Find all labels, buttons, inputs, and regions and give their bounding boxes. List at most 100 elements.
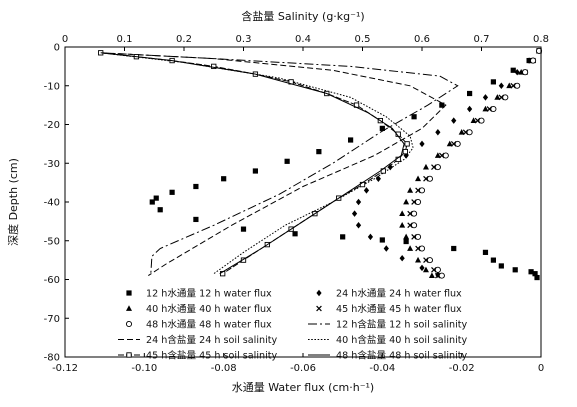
top-tick-label-2: 0.2 xyxy=(176,34,192,45)
series-8-line xyxy=(100,52,408,275)
series-4-point-5 xyxy=(490,105,497,113)
y-tick-label-5: -50 xyxy=(44,236,60,247)
series-0-point-13 xyxy=(193,183,199,190)
series-4-point-14 xyxy=(411,210,418,217)
y-tick-label-0: 0 xyxy=(54,43,60,54)
series-2-point-4 xyxy=(494,94,501,100)
legend-item-8: 45 h含盐量 45 h soil salinity xyxy=(118,349,278,361)
series-0-point-21 xyxy=(340,234,346,240)
series-0-point-12 xyxy=(221,176,227,182)
y-tick-label-7: -70 xyxy=(44,314,60,325)
legend-label-9: 48 h含盐量 48 h soil salinity xyxy=(336,349,468,361)
series-2-point-12 xyxy=(407,187,414,193)
series-5 xyxy=(100,52,459,276)
bottom-tick-label-6: 0 xyxy=(538,363,544,374)
series-0-point-26 xyxy=(490,257,496,263)
series-4-point-6 xyxy=(478,117,485,124)
series-4-point-16 xyxy=(414,233,422,240)
series-1-point-4 xyxy=(482,94,489,101)
series-0-point-2 xyxy=(510,67,516,73)
series-6-line xyxy=(100,52,447,277)
series-0-point-19 xyxy=(240,226,247,232)
series-1-point-19 xyxy=(419,264,425,272)
series-2-point-3 xyxy=(506,82,513,89)
series-1-point-15 xyxy=(355,222,362,229)
axis-layer: -0.12 -0.10 -0.08 -0.06 -0.04 -0.02 0 水通量 Water… xyxy=(6,9,549,394)
legend-item-6: 24 h含盐量 24 h soil salinity xyxy=(118,334,278,346)
bottom-tick-label-0: -0.12 xyxy=(52,363,78,374)
series-2-point-14 xyxy=(399,210,406,217)
series-5-line xyxy=(100,52,459,276)
series-0-point-6 xyxy=(411,114,417,120)
legend-label-2: 40 h水通量 40 h water flux xyxy=(146,303,272,315)
series-0-point-29 xyxy=(528,269,534,275)
top-tick-label-1: 0.1 xyxy=(117,34,133,45)
series-0-point-8 xyxy=(348,137,354,143)
series-1-point-8 xyxy=(419,140,425,148)
legend-label-3: 45 h水通量 45 h water flux xyxy=(336,303,462,315)
series-2-point-15 xyxy=(399,222,406,228)
legend-label-1: 24 h水通量 24 h water flux xyxy=(336,287,462,299)
legend-marker-3 xyxy=(316,305,322,312)
series-4-point-9 xyxy=(442,152,449,159)
series-4 xyxy=(411,47,543,279)
y-tick-label-3: -30 xyxy=(44,159,60,170)
series-1-point-14 xyxy=(351,210,358,217)
series-2-point-6 xyxy=(470,117,477,124)
top-tick-label-7: 0.7 xyxy=(474,34,490,45)
bottom-tick-label-2: -0.08 xyxy=(211,363,237,374)
series-0-point-22 xyxy=(379,237,385,243)
series-4-point-11 xyxy=(426,175,433,182)
series-4-point-17 xyxy=(418,245,426,252)
series-6 xyxy=(100,52,447,277)
series-1-point-7 xyxy=(435,129,441,136)
series-8-point-10 xyxy=(404,141,410,147)
series-0-point-31 xyxy=(534,274,540,281)
series-2-point-11 xyxy=(415,175,422,182)
series-2-point-20 xyxy=(428,272,435,279)
series-0-point-14 xyxy=(169,189,175,195)
legend-marker-1 xyxy=(316,289,322,297)
series-8-point-11 xyxy=(402,148,408,155)
series-4-point-4 xyxy=(502,94,509,101)
series-0-point-25 xyxy=(482,249,489,255)
series-4-point-10 xyxy=(434,164,441,171)
series-1-point-11 xyxy=(375,175,381,182)
series-1-point-16 xyxy=(367,233,374,241)
bottom-tick-label-5: -0.02 xyxy=(449,363,475,374)
series-1-point-2 xyxy=(514,68,520,76)
series-7-line xyxy=(100,52,414,275)
legend-marker-2 xyxy=(126,305,132,311)
legend-item-3: 45 h水通量 45 h water flux xyxy=(316,303,462,315)
series-4-point-7 xyxy=(466,129,473,136)
series-1-point-1 xyxy=(526,57,532,64)
series-0-point-23 xyxy=(403,238,409,245)
series-0 xyxy=(149,48,542,281)
series-0-point-16 xyxy=(149,199,155,205)
top-tick-label-5: 0.5 xyxy=(355,34,371,45)
legend-label-0: 12 h水通量 12 h water flux xyxy=(146,287,272,299)
series-4-point-12 xyxy=(418,187,426,194)
series-4-point-3 xyxy=(514,82,521,89)
series-4-point-18 xyxy=(426,257,433,264)
y-tick-label-4: -40 xyxy=(44,198,60,209)
y-axis-title: 深度 Depth (cm) xyxy=(6,158,20,246)
series-4-point-13 xyxy=(414,198,422,206)
legend-item-5: 12 h含盐量 12 h soil salinity xyxy=(308,318,468,330)
series-2-point-13 xyxy=(403,198,410,205)
series-4-point-19 xyxy=(434,266,441,273)
series-2-point-9 xyxy=(434,152,441,158)
y-tick-label-8: -80 xyxy=(44,353,60,364)
legend-item-7: 40 h含盐量 40 h soil salinity xyxy=(308,334,468,346)
series-0-point-30 xyxy=(532,271,538,277)
series-0-point-3 xyxy=(490,79,496,85)
plot-layer xyxy=(98,47,543,281)
series-2-point-18 xyxy=(415,256,422,263)
legend-item-9: 48 h含盐量 48 h soil salinity xyxy=(308,349,468,361)
top-tick-label-8: 0.8 xyxy=(533,34,549,45)
series-8-point-3 xyxy=(211,63,217,70)
top-tick-label-4: 0.4 xyxy=(295,34,311,45)
legend-label-7: 40 h含盐量 40 h soil salinity xyxy=(336,334,468,346)
bottom-tick-label-4: -0.04 xyxy=(369,363,395,374)
